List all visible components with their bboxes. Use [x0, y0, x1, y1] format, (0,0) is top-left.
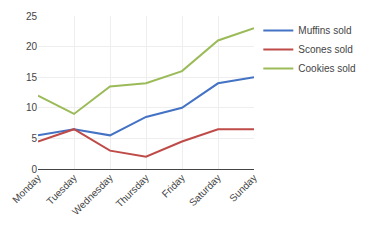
svg-text:Friday: Friday	[160, 172, 187, 199]
svg-text:Sunday: Sunday	[227, 172, 259, 204]
svg-text:15: 15	[26, 72, 38, 83]
svg-text:Thursday: Thursday	[114, 172, 151, 209]
svg-text:20: 20	[26, 41, 38, 52]
svg-text:Scones sold: Scones sold	[298, 44, 352, 55]
svg-text:10: 10	[26, 102, 38, 113]
svg-text:5: 5	[31, 133, 37, 144]
svg-text:Muffins sold: Muffins sold	[298, 25, 351, 36]
svg-text:0: 0	[31, 164, 37, 175]
svg-text:Monday: Monday	[10, 172, 43, 205]
svg-text:25: 25	[26, 11, 38, 22]
svg-text:Cookies sold: Cookies sold	[298, 63, 355, 74]
svg-text:Saturday: Saturday	[187, 172, 223, 208]
svg-text:Wednesday: Wednesday	[70, 172, 115, 217]
svg-text:Tuesday: Tuesday	[44, 172, 79, 207]
